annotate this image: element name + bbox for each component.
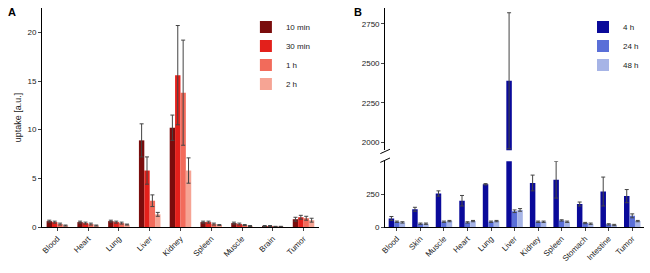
- svg-text:1 h: 1 h: [286, 61, 297, 70]
- svg-text:Lung: Lung: [104, 234, 123, 253]
- svg-text:2500: 2500: [362, 59, 380, 68]
- svg-text:Tumor: Tumor: [285, 234, 308, 257]
- svg-text:Liver: Liver: [500, 234, 519, 253]
- svg-text:Kidney: Kidney: [161, 234, 185, 258]
- svg-text:Heart: Heart: [72, 234, 93, 255]
- svg-text:2000: 2000: [362, 138, 380, 147]
- svg-text:Brain: Brain: [257, 234, 277, 254]
- svg-text:Kidney: Kidney: [519, 234, 543, 258]
- svg-text:2 h: 2 h: [286, 80, 297, 89]
- svg-text:2250: 2250: [362, 99, 380, 108]
- svg-text:Stomach: Stomach: [561, 234, 590, 263]
- svg-text:Intestine: Intestine: [585, 234, 613, 262]
- svg-text:A: A: [8, 6, 16, 18]
- svg-text:Muscle: Muscle: [222, 234, 247, 259]
- svg-text:2750: 2750: [362, 20, 380, 29]
- svg-text:15: 15: [27, 77, 36, 86]
- svg-text:30 min: 30 min: [286, 42, 310, 51]
- svg-text:Skin: Skin: [407, 234, 424, 251]
- svg-text:B: B: [354, 6, 362, 18]
- svg-text:uptake [a.u.]: uptake [a.u.]: [13, 93, 23, 143]
- svg-text:Spleen: Spleen: [542, 234, 566, 258]
- svg-text:0: 0: [32, 223, 37, 232]
- svg-text:4 h: 4 h: [623, 23, 634, 32]
- svg-text:250: 250: [366, 190, 380, 199]
- svg-text:Spleen: Spleen: [191, 234, 215, 258]
- svg-text:20: 20: [27, 28, 36, 37]
- svg-text:Liver: Liver: [135, 234, 154, 253]
- svg-text:10: 10: [27, 125, 36, 134]
- svg-text:24 h: 24 h: [623, 42, 639, 51]
- svg-text:Blood: Blood: [41, 234, 62, 255]
- svg-text:Lung: Lung: [476, 234, 495, 253]
- svg-text:5: 5: [32, 174, 37, 183]
- svg-text:Heart: Heart: [452, 234, 473, 255]
- svg-text:Muscle: Muscle: [424, 234, 449, 259]
- svg-text:Tumor: Tumor: [614, 234, 637, 257]
- svg-text:Blood: Blood: [380, 234, 401, 255]
- svg-text:48 h: 48 h: [623, 61, 639, 70]
- svg-text:10 min: 10 min: [286, 23, 310, 32]
- svg-text:0: 0: [375, 223, 380, 232]
